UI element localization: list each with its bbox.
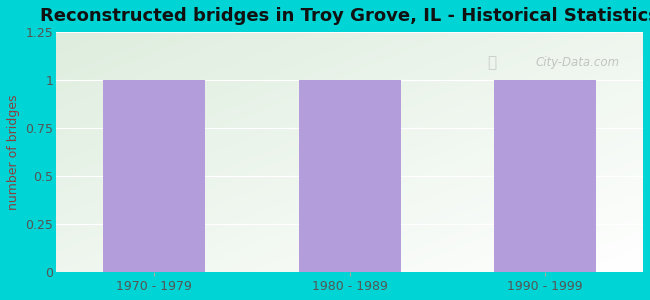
Bar [103,80,205,272]
Text: ⌕: ⌕ [488,55,497,70]
Bar [495,80,596,272]
Bar [299,80,400,272]
Y-axis label: number of bridges: number of bridges [7,94,20,210]
Title: Reconstructed bridges in Troy Grove, IL - Historical Statistics: Reconstructed bridges in Troy Grove, IL … [40,7,650,25]
Text: City-Data.com: City-Data.com [536,56,619,69]
